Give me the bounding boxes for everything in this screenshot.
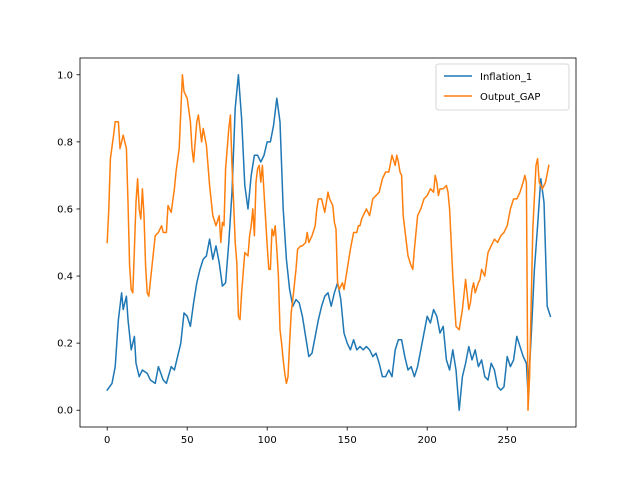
x-tick-label: 0: [104, 435, 110, 446]
y-tick-label: 1.0: [57, 70, 73, 81]
plot-frame: [79, 57, 577, 428]
y-tick-label: 0.0: [57, 406, 73, 417]
y-tick-label: 0.6: [57, 204, 73, 215]
series-layer: [106, 74, 552, 411]
x-axis: 0 50 100 150 200 250: [104, 427, 517, 446]
legend-label: Inflation_1: [480, 72, 532, 83]
legend-box: [435, 63, 570, 111]
legend-label: Output_GAP: [480, 92, 540, 103]
y-tick-label: 0.8: [57, 137, 73, 148]
series-line-inflation-1: [106, 74, 552, 411]
x-tick-label: 250: [498, 435, 517, 446]
legend: Inflation_1 Output_GAP: [435, 63, 570, 111]
series-line-output-gap: [106, 74, 550, 411]
x-tick-label: 150: [338, 435, 357, 446]
x-tick-label: 200: [418, 435, 437, 446]
y-tick-label: 0.2: [57, 339, 73, 350]
x-tick-label: 50: [181, 435, 194, 446]
y-axis: 0.0 0.2 0.4 0.6 0.8 1.0: [57, 70, 80, 417]
y-tick-label: 0.4: [57, 272, 73, 283]
x-tick-label: 100: [258, 435, 277, 446]
